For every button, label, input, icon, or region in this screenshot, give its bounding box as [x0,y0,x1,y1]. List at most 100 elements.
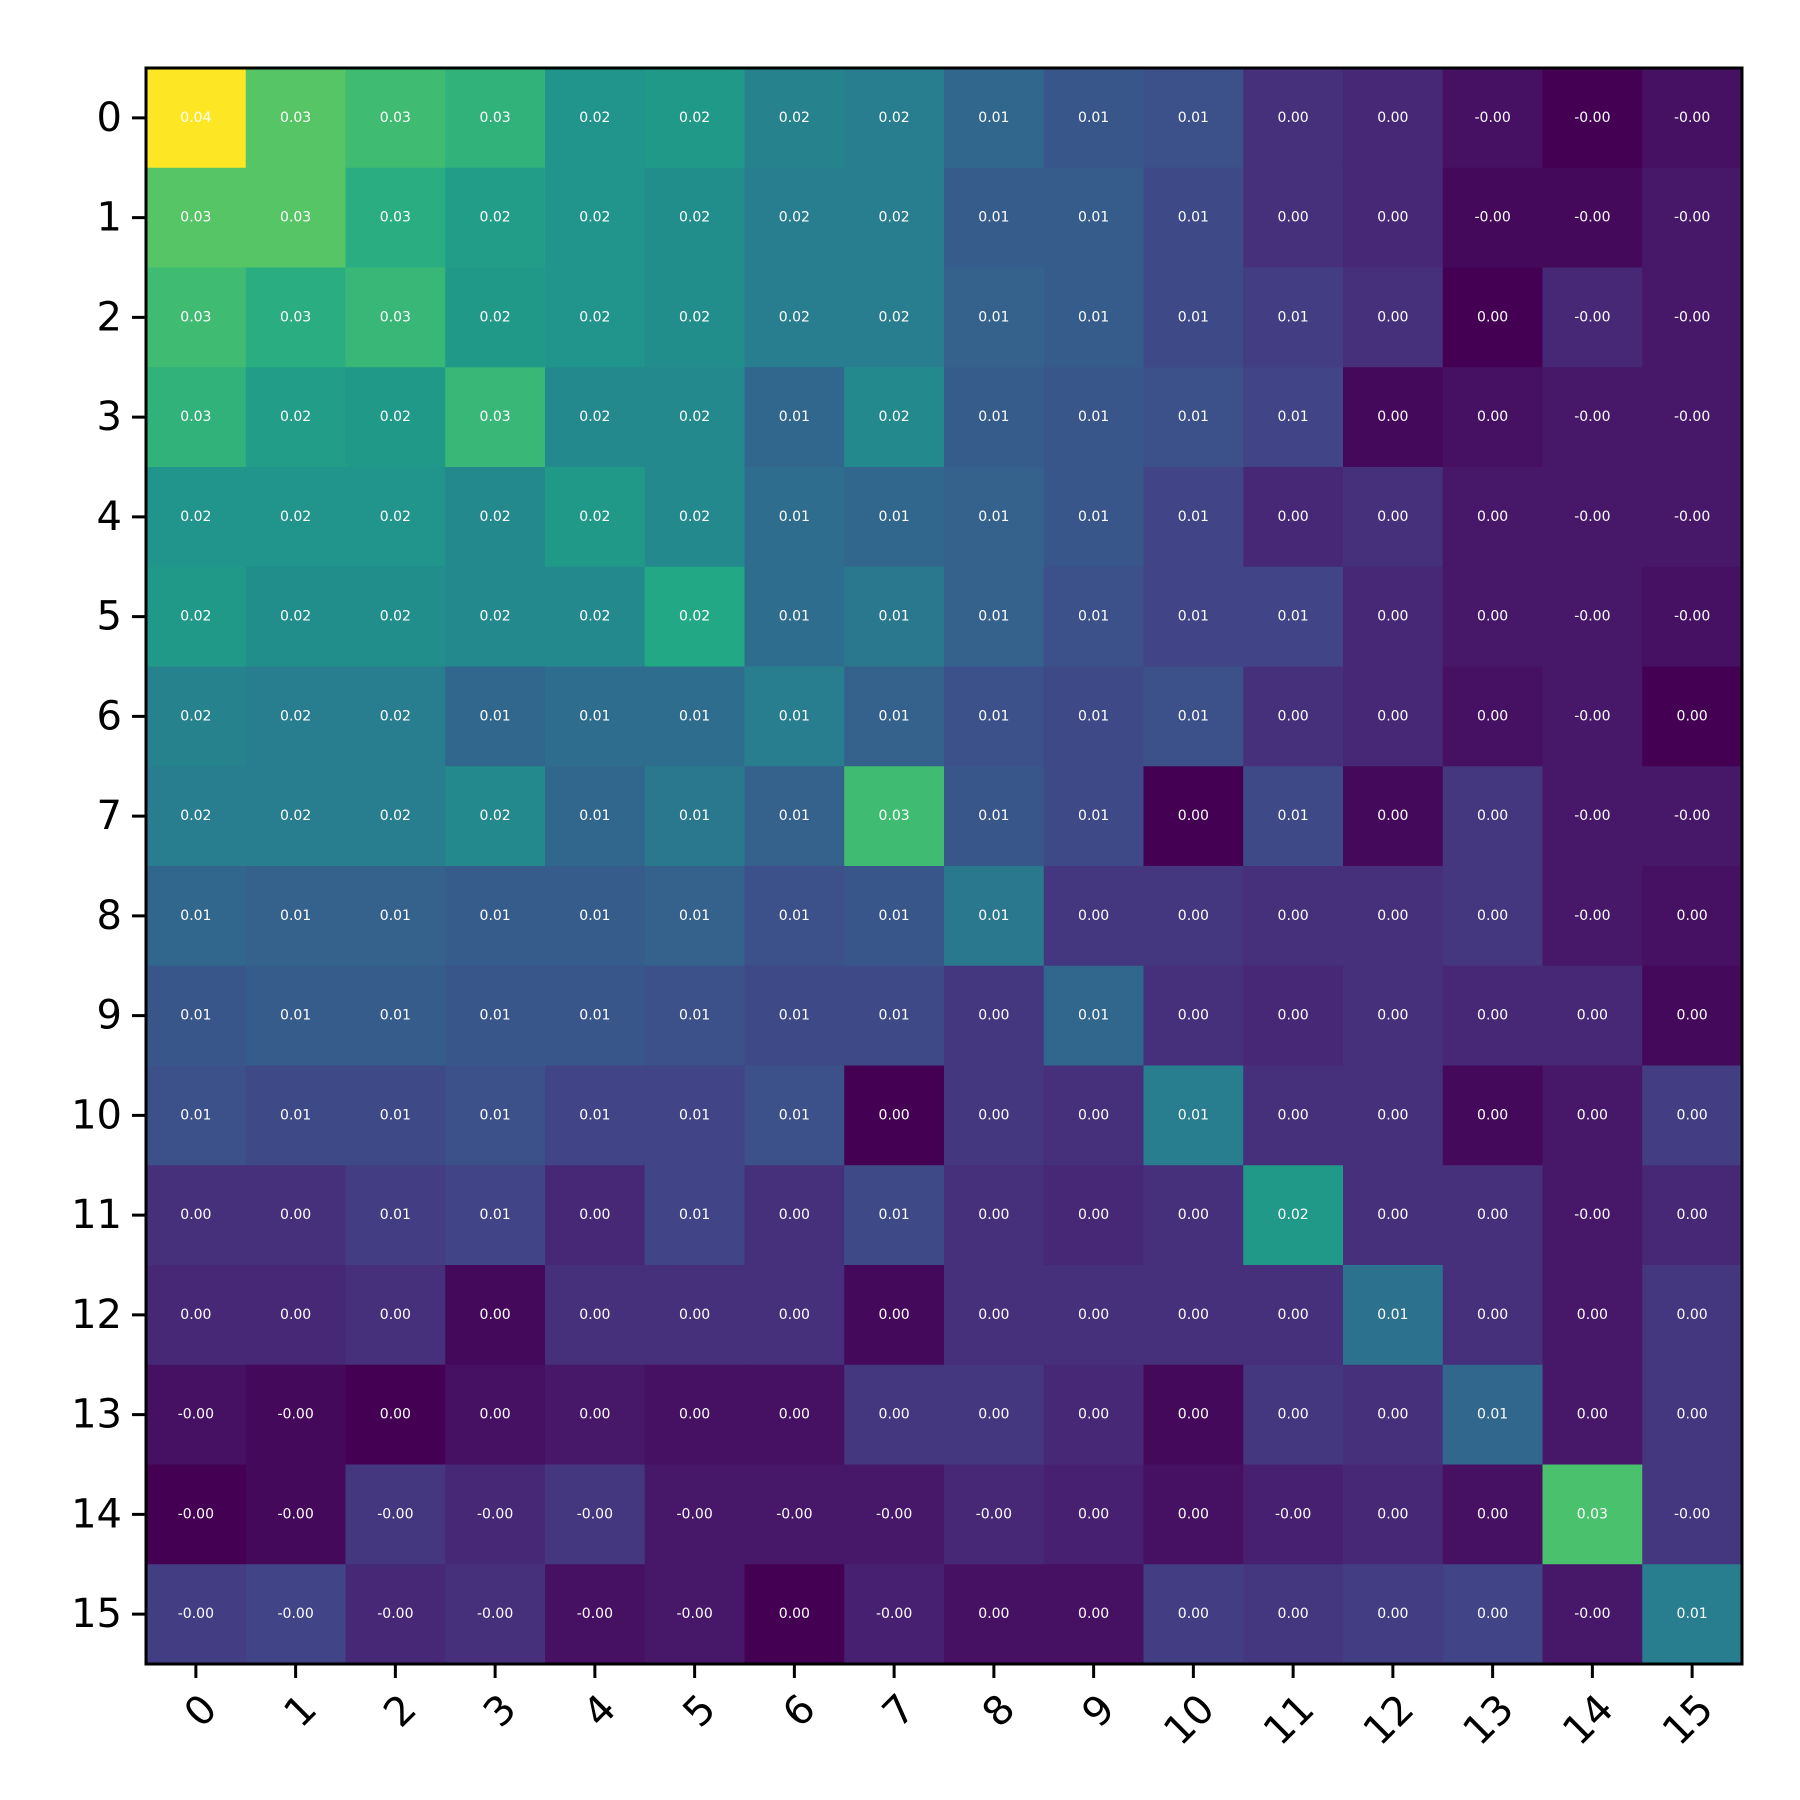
heatmap-cell-2-15 [1642,267,1743,368]
plot-frame [144,66,1744,1666]
heatmap-cell-8-8 [944,866,1045,967]
heatmap-cell-7-0 [146,766,247,867]
cell-value-label-5-2: 0.02 [380,609,411,625]
cell-value-label-6-1: 0.02 [280,708,311,724]
heatmap-cell-10-7 [844,1065,945,1166]
heatmap-cell-7-7 [844,766,945,867]
x-tick-label-13: 13 [1454,1686,1523,1755]
cell-value-label-1-11: 0.00 [1278,210,1309,226]
x-tick-label-2: 2 [375,1686,426,1737]
heatmap-cell-12-2 [345,1265,446,1366]
cell-value-label-15-5: -0.00 [677,1606,713,1622]
cell-value-label-1-12: 0.00 [1377,210,1408,226]
heatmap-cell-9-8 [944,965,1045,1067]
heatmap-cell-14-1 [245,1464,347,1565]
heatmap-cell-2-13 [1442,267,1544,368]
cell-value-label-4-5: 0.02 [679,509,710,525]
cell-value-label-10-4: 0.01 [579,1107,610,1123]
x-tick-label-14: 14 [1554,1686,1623,1755]
cell-value-label-6-12: 0.00 [1377,708,1408,724]
cell-value-label-4-1: 0.02 [280,509,311,525]
heatmap-cell-12-6 [744,1265,845,1366]
cell-value-label-2-11: 0.01 [1278,309,1309,325]
heatmap-cell-11-14 [1542,1165,1643,1266]
heatmap-cell-1-6 [744,167,845,269]
heatmap-cell-6-12 [1343,666,1444,767]
cell-value-label-2-15: -0.00 [1674,309,1710,325]
heatmap-cell-0-2 [345,68,446,169]
cell-value-label-12-12: 0.01 [1377,1307,1408,1323]
heatmap-cell-8-6 [744,866,845,967]
cell-value-label-4-0: 0.02 [180,509,211,525]
cell-value-label-7-6: 0.01 [779,808,810,824]
heatmap-cell-15-5 [644,1564,746,1665]
heatmap-cell-4-9 [1043,467,1145,568]
heatmap-cell-11-13 [1442,1165,1544,1266]
cell-value-label-9-8: 0.00 [978,1008,1009,1024]
cell-value-label-15-11: 0.00 [1278,1606,1309,1622]
heatmap-cell-11-15 [1642,1165,1743,1266]
cell-value-label-11-4: 0.00 [579,1207,610,1223]
heatmap-cell-0-3 [445,68,546,169]
heatmap-cell-8-7 [844,866,945,967]
cell-value-label-12-5: 0.00 [679,1307,710,1323]
cell-value-label-2-6: 0.02 [779,309,810,325]
heatmap-cell-6-2 [345,666,446,767]
cell-value-label-9-15: 0.00 [1677,1008,1708,1024]
cell-value-label-1-5: 0.02 [679,210,710,226]
cell-value-label-15-4: -0.00 [577,1606,613,1622]
heatmap-cell-1-5 [644,167,746,269]
cell-value-label-2-13: 0.00 [1477,309,1508,325]
cell-value-label-15-12: 0.00 [1377,1606,1408,1622]
heatmap-cell-7-6 [744,766,845,867]
cell-value-label-4-7: 0.01 [879,509,910,525]
cell-value-label-14-15: -0.00 [1674,1506,1710,1522]
cell-value-label-13-15: 0.00 [1677,1407,1708,1423]
heatmap-cell-4-0 [146,467,247,568]
cell-value-label-5-6: 0.01 [779,609,810,625]
heatmap-cell-6-4 [545,666,646,767]
cell-value-label-10-14: 0.00 [1577,1107,1608,1123]
cell-value-label-5-11: 0.01 [1278,609,1309,625]
cell-value-label-11-0: 0.00 [180,1207,211,1223]
cell-value-label-7-14: -0.00 [1574,808,1610,824]
heatmap-cell-3-7 [844,367,945,468]
y-tick-label-15: 15 [71,1591,122,1637]
cell-value-label-4-10: 0.01 [1178,509,1209,525]
cell-value-label-3-15: -0.00 [1674,409,1710,425]
cell-value-label-14-0: -0.00 [178,1506,214,1522]
cell-value-label-10-2: 0.01 [380,1107,411,1123]
x-tick-label-10: 10 [1155,1686,1224,1755]
cell-value-label-9-1: 0.01 [280,1008,311,1024]
cell-value-label-3-7: 0.02 [879,409,910,425]
cell-value-label-15-3: -0.00 [477,1606,513,1622]
cell-value-label-8-11: 0.00 [1278,908,1309,924]
heatmap-cell-15-0 [146,1564,247,1665]
cell-value-label-8-13: 0.00 [1477,908,1508,924]
heatmap-cell-2-10 [1143,267,1244,368]
cell-value-label-8-9: 0.00 [1078,908,1109,924]
y-tick-label-5: 5 [97,594,122,640]
cell-value-label-0-11: 0.00 [1278,110,1309,126]
cell-value-label-12-1: 0.00 [280,1307,311,1323]
cell-value-label-6-15: 0.00 [1677,708,1708,724]
cell-value-label-1-2: 0.03 [380,210,411,226]
cell-value-label-13-1: -0.00 [278,1407,314,1423]
x-tick-label-9: 9 [1073,1686,1124,1737]
cell-value-label-14-6: -0.00 [776,1506,812,1522]
cell-value-label-9-7: 0.01 [879,1008,910,1024]
cell-value-label-15-10: 0.00 [1178,1606,1209,1622]
heatmap-cell-7-14 [1542,766,1643,867]
heatmap-cell-0-10 [1143,68,1244,169]
x-tick-label-11: 11 [1255,1686,1324,1755]
heatmap-cell-15-10 [1143,1564,1244,1665]
cell-value-label-10-9: 0.00 [1078,1107,1109,1123]
heatmap-cell-10-13 [1442,1065,1544,1166]
cell-value-label-12-15: 0.00 [1677,1307,1708,1323]
cell-value-label-0-3: 0.03 [480,110,511,126]
cell-value-label-11-15: 0.00 [1677,1207,1708,1223]
cell-value-label-0-7: 0.02 [879,110,910,126]
cell-value-label-6-9: 0.01 [1078,708,1109,724]
cell-value-label-2-7: 0.02 [879,309,910,325]
cell-value-label-6-6: 0.01 [779,708,810,724]
